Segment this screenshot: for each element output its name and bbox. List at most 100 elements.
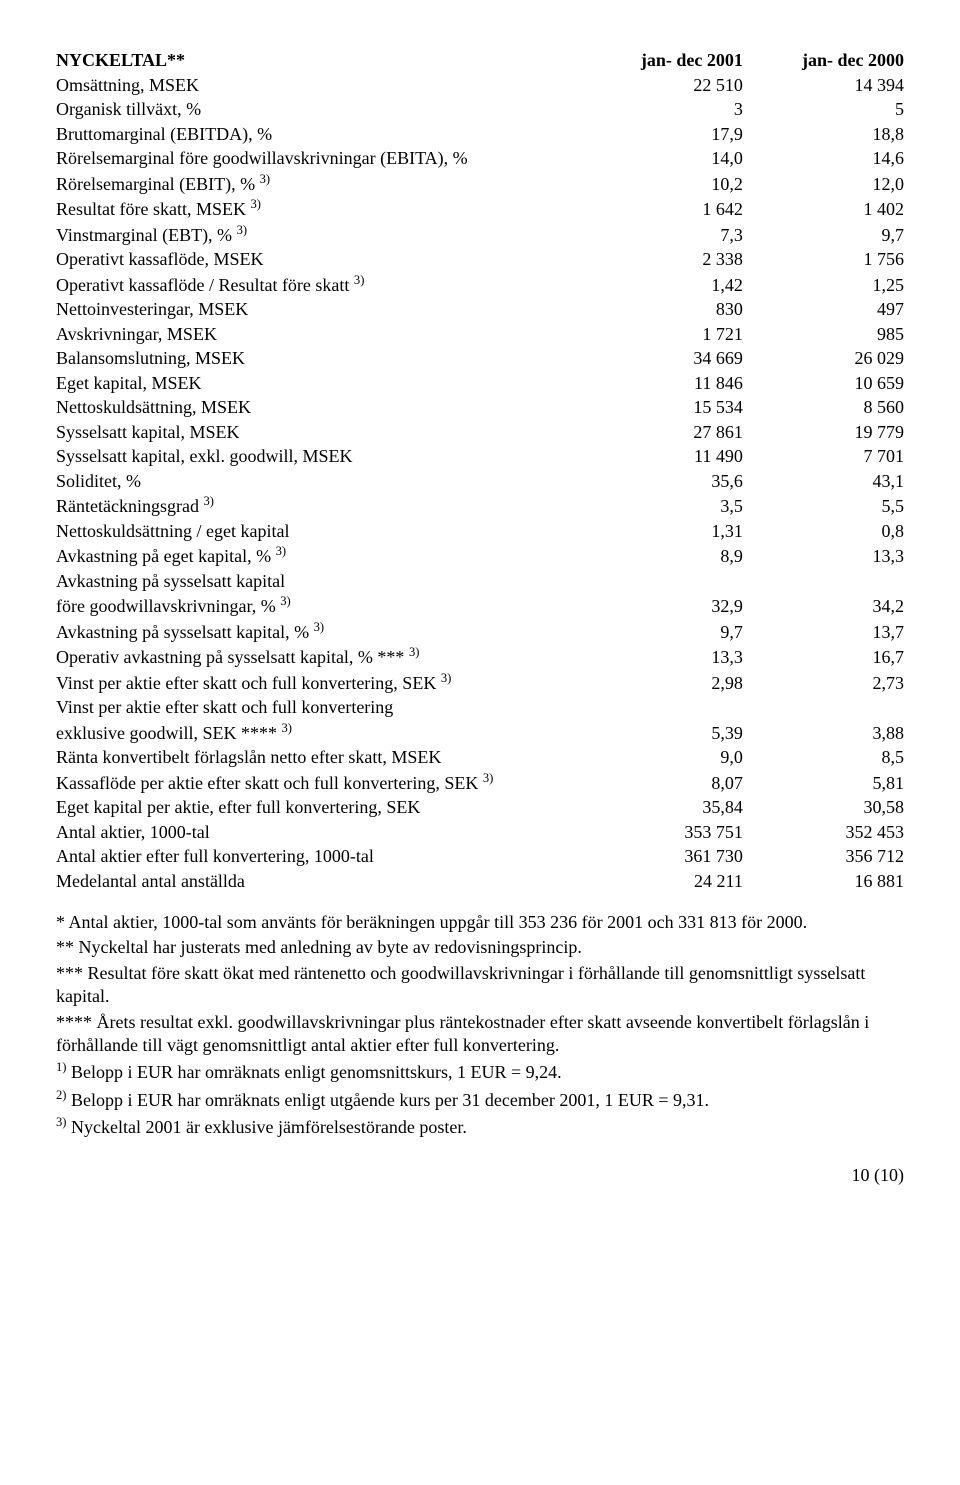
footnote-4: **** Årets resultat exkl. goodwillavskri… [56,1011,904,1058]
table-row: Eget kapital per aktie, efter full konve… [56,795,904,820]
row-label-text: Räntetäckningsgrad [56,496,199,516]
footnote-5: 1) Belopp i EUR har omräknats enligt gen… [56,1059,904,1084]
page-number: 10 (10) [56,1164,904,1187]
row-value-2: 16,7 [743,644,904,670]
row-value-1: 34 669 [582,346,743,371]
row-value-2: 12,0 [743,171,904,197]
row-value-2: 16 881 [743,869,904,894]
table-row: Operativt kassaflöde / Resultat före ska… [56,272,904,298]
row-sup: 3) [276,544,287,558]
row-value-1: 2 338 [582,247,743,272]
row-label: Vinst per aktie efter skatt och full kon… [56,670,582,696]
row-label-text: Rörelsemarginal före goodwillavskrivning… [56,148,468,168]
row-label: Ränta konvertibelt förlagslån netto efte… [56,745,582,770]
footnote-5-ref: 1) [56,1060,67,1074]
row-label: Operativt kassaflöde, MSEK [56,247,582,272]
row-sup: 3) [250,197,261,211]
row-value-2: 5,81 [743,770,904,796]
row-label: Soliditet, % [56,469,582,494]
table-row: Räntetäckningsgrad 3)3,55,5 [56,493,904,519]
row-value-1: 3,5 [582,493,743,519]
row-label: Avkastning på sysselsatt kapital, % 3) [56,619,582,645]
row-label: Antal aktier, 1000-tal [56,820,582,845]
row-label: Balansomslutning, MSEK [56,346,582,371]
row-value-1: 361 730 [582,844,743,869]
row-label-text: Nettoskuldsättning, MSEK [56,397,251,417]
row-value-1: 5,39 [582,720,743,746]
row-sup: 3) [409,645,420,659]
footnote-6: 2) Belopp i EUR har omräknats enligt utg… [56,1087,904,1112]
row-value-1: 11 846 [582,371,743,396]
row-label-text: Operativ avkastning på sysselsatt kapita… [56,647,404,667]
row-value-1: 9,7 [582,619,743,645]
table-row: exklusive goodwill, SEK **** 3)5,393,88 [56,720,904,746]
table-row: Resultat före skatt, MSEK 3)1 6421 402 [56,196,904,222]
row-label-text: Balansomslutning, MSEK [56,348,245,368]
row-label-text: Medelantal antal anställda [56,871,245,891]
table-row: Rörelsemarginal (EBIT), % 3)10,212,0 [56,171,904,197]
footnote-7: 3) Nyckeltal 2001 är exklusive jämförels… [56,1114,904,1139]
row-value-2 [743,569,904,594]
table-row: Avkastning på sysselsatt kapital, % 3)9,… [56,619,904,645]
row-label-text: Organisk tillväxt, % [56,99,201,119]
table-row: Avskrivningar, MSEK1 721985 [56,322,904,347]
row-label: Nettoskuldsättning, MSEK [56,395,582,420]
footnote-2: ** Nyckeltal har justerats med anledning… [56,936,904,959]
table-row: Kassaflöde per aktie efter skatt och ful… [56,770,904,796]
row-label-text: Soliditet, % [56,471,141,491]
row-label: Rörelsemarginal före goodwillavskrivning… [56,146,582,171]
row-value-1: 15 534 [582,395,743,420]
row-value-2: 30,58 [743,795,904,820]
row-label-text: Sysselsatt kapital, exkl. goodwill, MSEK [56,446,353,466]
row-value-1 [582,695,743,720]
row-sup: 3) [441,671,452,685]
table-row: Rörelsemarginal före goodwillavskrivning… [56,146,904,171]
row-label-text: Antal aktier, 1000-tal [56,822,210,842]
row-sup: 3) [483,771,494,785]
row-value-1: 35,84 [582,795,743,820]
row-value-2: 14 394 [743,73,904,98]
row-value-1: 1 721 [582,322,743,347]
footnote-6-ref: 2) [56,1088,67,1102]
row-value-1: 32,9 [582,593,743,619]
table-row: Sysselsatt kapital, exkl. goodwill, MSEK… [56,444,904,469]
row-label-text: Operativt kassaflöde, MSEK [56,249,263,269]
table-row: före goodwillavskrivningar, % 3)32,934,2 [56,593,904,619]
row-value-1: 8,9 [582,543,743,569]
row-value-2: 43,1 [743,469,904,494]
row-value-1: 7,3 [582,222,743,248]
row-value-1: 3 [582,97,743,122]
row-value-2: 5 [743,97,904,122]
row-value-2: 2,73 [743,670,904,696]
row-label-text: Kassaflöde per aktie efter skatt och ful… [56,773,478,793]
row-value-1: 22 510 [582,73,743,98]
row-label-text: Bruttomarginal (EBITDA), % [56,124,272,144]
key-figures-table: NYCKELTAL** jan- dec 2001 jan- dec 2000 … [56,48,904,893]
row-label: Sysselsatt kapital, MSEK [56,420,582,445]
footnotes: * Antal aktier, 1000-tal som använts för… [56,911,904,1140]
table-row: Ränta konvertibelt förlagslån netto efte… [56,745,904,770]
row-sup: 3) [203,494,214,508]
row-value-2: 10 659 [743,371,904,396]
row-value-2: 1 756 [743,247,904,272]
row-label-text: Resultat före skatt, MSEK [56,199,246,219]
row-value-2: 3,88 [743,720,904,746]
row-label: Omsättning, MSEK [56,73,582,98]
row-value-1: 1,31 [582,519,743,544]
row-value-1: 24 211 [582,869,743,894]
row-value-2: 13,3 [743,543,904,569]
row-value-2: 0,8 [743,519,904,544]
row-value-1: 35,6 [582,469,743,494]
row-label-text: Eget kapital per aktie, efter full konve… [56,797,420,817]
row-value-2: 18,8 [743,122,904,147]
row-value-1: 8,07 [582,770,743,796]
row-label: Nettoinvesteringar, MSEK [56,297,582,322]
row-label: Avskrivningar, MSEK [56,322,582,347]
row-value-2 [743,695,904,720]
row-value-1: 14,0 [582,146,743,171]
table-row: Balansomslutning, MSEK34 66926 029 [56,346,904,371]
row-label: Medelantal antal anställda [56,869,582,894]
footnote-5-text: Belopp i EUR har omräknats enligt genoms… [67,1062,562,1082]
footnote-3: *** Resultat före skatt ökat med räntene… [56,962,904,1009]
footnote-1: * Antal aktier, 1000-tal som använts för… [56,911,904,934]
